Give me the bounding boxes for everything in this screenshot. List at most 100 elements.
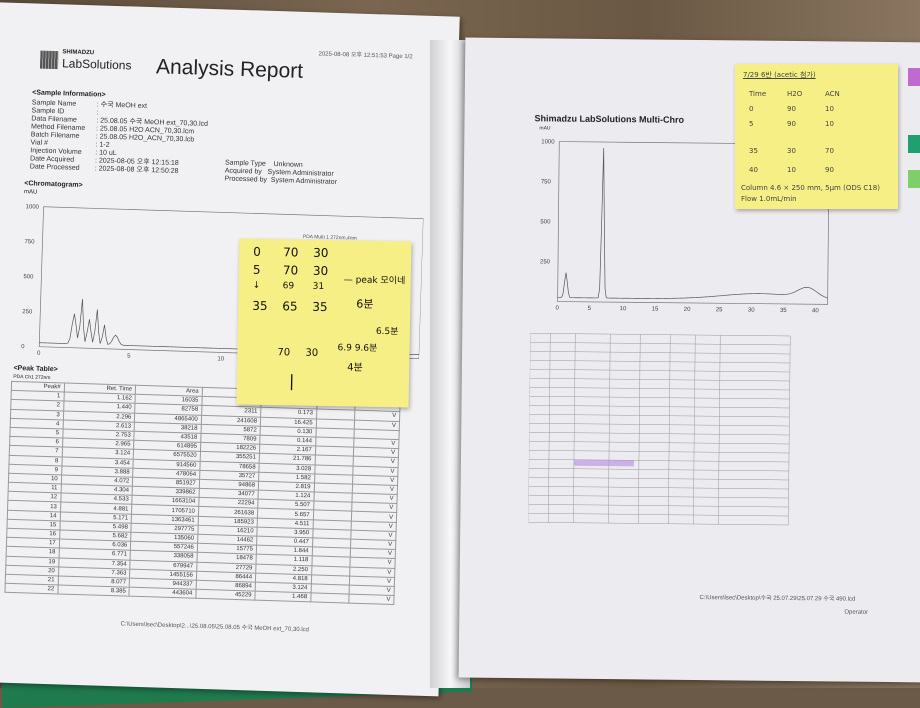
sample-info-value: : 2025-08-08 오후 12:50:28 (94, 165, 179, 176)
table-row-line (529, 440, 790, 445)
shimadzu-logo-icon (39, 50, 59, 70)
note-gradient-value: 35 (312, 299, 328, 315)
x-tick-label: 40 (812, 308, 819, 314)
note-gradient-value: 30 (312, 263, 329, 279)
index-tab-purple (908, 68, 920, 86)
sample-meta: Sample Type Unknown Acquired by System A… (224, 159, 337, 187)
note-table-cell: 10 (825, 105, 834, 113)
note-table-cell: 30 (787, 147, 796, 155)
note-gradient-value: 35 (252, 298, 268, 314)
table-cell: 8.385 (57, 585, 130, 597)
y-tick-label: 500 (540, 219, 551, 225)
table-row-line (528, 503, 789, 508)
sample-info: Sample Name: 수국 MeOH ext Sample ID: Data F… (30, 99, 209, 177)
table-cell: 1.468 (254, 591, 311, 603)
table-cell: 443604 (129, 587, 196, 599)
highlighted-row (573, 459, 634, 467)
table-row-line (529, 449, 790, 454)
x-tick-label: 15 (652, 307, 659, 313)
sticky-note-right: 7/29 6반 (acetic 첨가) Time H2O ACN 0 90 10 5 90 10… (735, 64, 898, 209)
table-col-line (528, 333, 531, 523)
y-tick-label: 750 (24, 239, 35, 245)
chromatogram-trace (557, 148, 828, 299)
note-table-cell: 90 (787, 120, 796, 128)
table-row-line (528, 494, 789, 499)
table-col-line (718, 335, 721, 525)
right-title: Shimadzu LabSolutions Multi-Chro (534, 113, 685, 125)
table-row-line (530, 351, 791, 355)
note-column: Column 4.6 × 250 mm, 5μm (ODS C18) (741, 184, 880, 192)
index-tab-lightgreen (908, 170, 920, 188)
x-tick-label: 5 (588, 306, 592, 312)
table-row-line (529, 360, 790, 364)
report-title: Analysis Report (155, 55, 304, 83)
y-tick-label: 0 (21, 344, 25, 350)
table-row-line (529, 395, 790, 400)
processed-by-label: Processed by (224, 175, 268, 184)
table-col-line (788, 335, 791, 525)
table-row-line (528, 485, 789, 490)
index-tab-green (908, 135, 920, 153)
sample-info-value: : (96, 109, 99, 117)
sample-type-label: Sample Type (224, 159, 266, 168)
note-table-cell: 40 (749, 166, 758, 174)
x-tick-label: 10 (620, 306, 627, 312)
x-tick-label: 25 (716, 307, 723, 313)
table-row-line (528, 521, 789, 526)
sample-info-heading: <Sample Information> (32, 89, 106, 99)
note-table-cell: 90 (787, 105, 796, 113)
note-65min: 6.5분 (375, 326, 399, 338)
y-unit: mAU (23, 189, 38, 196)
table-row-line (528, 467, 789, 472)
sticky-note-left: 0 70 30 5 70 30 ↓ 69 31 35 65 35 — peak 모이네 6분 6.5분… (236, 238, 412, 408)
multi-chromatogram-page: Shimadzu LabSolutions Multi-Chro mAU 100… (458, 37, 920, 683)
header-meta: 2025-08-08 오후 12:51:53 Page 1/2 (318, 51, 413, 61)
note-flow: Flow 1.0mL/min (741, 195, 797, 203)
table-col-line (638, 334, 641, 524)
note-table-cell: 5 (749, 120, 754, 128)
right-footer-sub: Operator (844, 609, 869, 616)
note-gradient-value: 65 (282, 299, 298, 314)
x-tick-label: 0 (37, 351, 41, 357)
acquired-by-label: Acquired by (224, 167, 262, 176)
processed-by: System Administrator (270, 176, 338, 186)
table-row-line (529, 378, 790, 382)
note-gradient-value: 69 (282, 281, 295, 292)
note-heading: 7/29 6반 (acetic 첨가) (743, 71, 816, 79)
table-row-line (528, 476, 789, 481)
y-tick-label: 750 (541, 179, 552, 185)
brand-top: SHIMADZU (62, 49, 95, 57)
footer-path: C:\Users\lsec\Desktop\2...\25.08.05\25.0… (120, 621, 309, 634)
x-tick-label: 20 (684, 307, 691, 313)
chromatogram-heading: <Chromatogram> (24, 180, 83, 189)
x-tick-label: 10 (217, 356, 225, 362)
note-table-cell: 70 (825, 147, 834, 155)
x-tick-label: 0 (555, 306, 559, 312)
sample-info-value: : 1-2 (95, 141, 110, 149)
table-cell: 22 (4, 583, 58, 595)
peak-table: Peak#Ret. TimeAreaHeightConc.UnitMark11.… (4, 381, 401, 605)
table-row-line (529, 413, 790, 418)
sample-info-label: Date Processed (29, 163, 80, 172)
table-col-line (668, 334, 671, 524)
table-row-line (530, 333, 791, 337)
note-gradient-value: 0 (253, 244, 261, 259)
right-footer-path: C:\Users\lsec\Desktop\수국 25.07.29\25.07.… (699, 595, 856, 603)
y-tick-label: 1000 (541, 139, 555, 145)
right-y-unit: mAU (539, 125, 551, 132)
table-row-line (529, 369, 790, 373)
note-table-cell: 90 (825, 166, 834, 174)
table-row-line (528, 458, 789, 463)
note-gradient-value: 70 (283, 245, 299, 260)
chromatogram-right: 1000 750 500 250 0 5 10 15 20 25 30 35 40 (540, 139, 830, 314)
note-gradient-value: 30 (313, 245, 329, 261)
table-row-line (529, 431, 790, 436)
plot-frame (38, 206, 424, 360)
brand: LabSolutions (61, 56, 132, 73)
note-table-cell: 10 (787, 166, 796, 174)
peak-table-channel: PDA Ch1 272nm (13, 373, 51, 382)
note-mark: | (288, 371, 295, 391)
note-range: 6.9 9.6분 (337, 343, 378, 354)
table-col-line (608, 334, 611, 524)
note-table-cell: Time (749, 90, 767, 98)
